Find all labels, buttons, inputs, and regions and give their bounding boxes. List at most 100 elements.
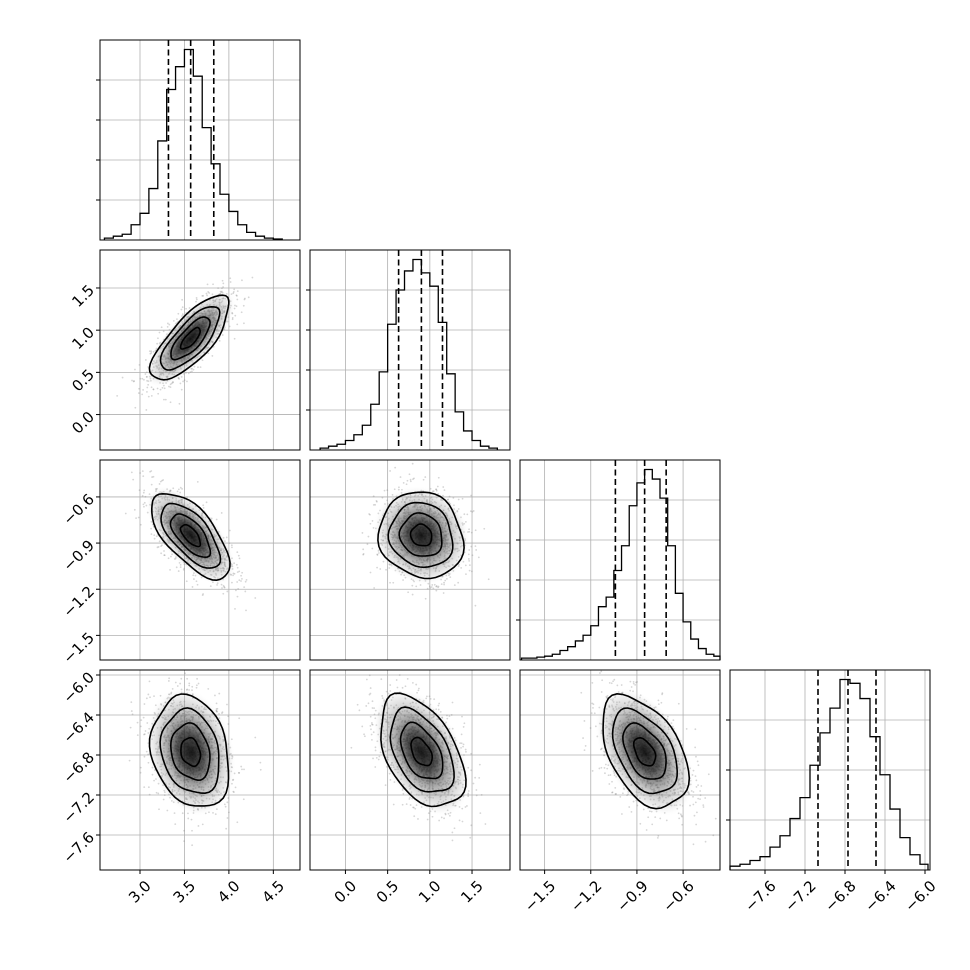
sample-point xyxy=(150,470,153,472)
sample-point xyxy=(184,672,186,675)
sample-point xyxy=(470,494,472,497)
sample-point xyxy=(190,818,193,821)
sample-point xyxy=(211,355,214,357)
sample-point xyxy=(483,527,486,530)
sample-point xyxy=(177,570,180,572)
sample-point xyxy=(226,590,229,593)
sample-point xyxy=(241,571,244,574)
sample-point xyxy=(236,290,239,293)
sample-point xyxy=(362,553,365,556)
sample-point xyxy=(141,377,144,380)
sample-point xyxy=(228,529,231,532)
contour-level-3 xyxy=(150,492,231,582)
sample-point xyxy=(160,326,163,329)
sample-point xyxy=(235,589,237,592)
sample-point xyxy=(474,529,477,532)
sample-point xyxy=(170,555,172,558)
sample-point xyxy=(169,569,171,571)
sample-point xyxy=(141,494,144,497)
sample-point xyxy=(163,554,166,557)
sample-point xyxy=(150,394,153,397)
sample-point xyxy=(453,584,456,587)
sample-point xyxy=(428,585,431,588)
sample-point xyxy=(205,292,208,295)
sample-point xyxy=(177,312,180,315)
sample-point xyxy=(399,476,402,478)
sample-point xyxy=(139,725,142,728)
sample-point xyxy=(225,827,228,830)
sample-point xyxy=(208,292,211,294)
sample-point xyxy=(236,551,239,554)
sample-point xyxy=(187,817,190,820)
sample-point xyxy=(139,472,142,474)
sample-point xyxy=(369,571,372,574)
sample-point xyxy=(152,388,155,391)
sample-point xyxy=(235,305,238,308)
hist-frame-0 xyxy=(99,39,301,241)
scatter-panel-1-2 xyxy=(309,459,511,661)
sample-point xyxy=(140,719,143,722)
sample-point xyxy=(241,577,243,580)
sample-point xyxy=(196,583,199,586)
sample-point xyxy=(222,286,225,288)
sample-point xyxy=(142,716,145,719)
scatter-content xyxy=(310,460,510,660)
hist-panel-0 xyxy=(96,39,301,241)
hist-frame-3 xyxy=(729,669,931,871)
sample-point xyxy=(430,586,433,588)
sample-point xyxy=(169,383,172,386)
sample-point xyxy=(157,546,160,548)
contour-level-1 xyxy=(170,316,211,361)
contour-level-0 xyxy=(179,326,201,350)
sample-point xyxy=(178,402,181,405)
sample-point xyxy=(369,513,371,516)
sample-point xyxy=(221,711,224,714)
sample-point xyxy=(133,508,136,511)
sample-point xyxy=(149,696,151,699)
hist-frame-2 xyxy=(519,459,721,661)
sample-point xyxy=(150,527,153,530)
sample-point xyxy=(238,570,241,573)
sample-point xyxy=(192,368,195,371)
sample-point xyxy=(179,566,182,569)
sample-point xyxy=(158,331,161,334)
sample-point xyxy=(229,277,232,280)
sample-point xyxy=(470,570,473,573)
sample-point xyxy=(236,323,239,326)
sample-point xyxy=(124,512,127,515)
sample-point xyxy=(422,478,425,481)
sample-point xyxy=(411,593,414,596)
sample-point xyxy=(163,398,165,401)
sample-point xyxy=(160,552,163,555)
sample-point xyxy=(371,547,374,550)
sample-point xyxy=(436,485,439,488)
sample-point xyxy=(236,581,239,583)
sample-point xyxy=(196,480,199,483)
sample-point xyxy=(402,481,405,484)
sample-point xyxy=(469,510,472,513)
sample-point xyxy=(231,546,233,549)
sample-point xyxy=(150,352,153,354)
sample-point xyxy=(202,504,205,507)
sample-point xyxy=(435,585,438,588)
sample-point xyxy=(471,554,474,557)
sample-point xyxy=(161,479,163,482)
sample-point xyxy=(464,564,467,567)
sample-point xyxy=(157,392,160,395)
sample-point xyxy=(217,287,220,290)
sample-point xyxy=(147,395,150,398)
sample-point xyxy=(226,703,228,706)
sample-point xyxy=(143,733,145,736)
sample-point xyxy=(371,520,374,522)
sample-point xyxy=(163,554,166,557)
sample-point xyxy=(437,586,439,589)
sample-point xyxy=(467,553,470,556)
sample-point xyxy=(368,513,371,515)
sample-point xyxy=(130,471,133,474)
sample-point xyxy=(367,535,370,538)
sample-point xyxy=(152,388,155,391)
sample-point xyxy=(143,501,146,504)
sample-point xyxy=(426,587,429,590)
sample-point xyxy=(138,489,141,492)
sample-point xyxy=(238,717,241,720)
